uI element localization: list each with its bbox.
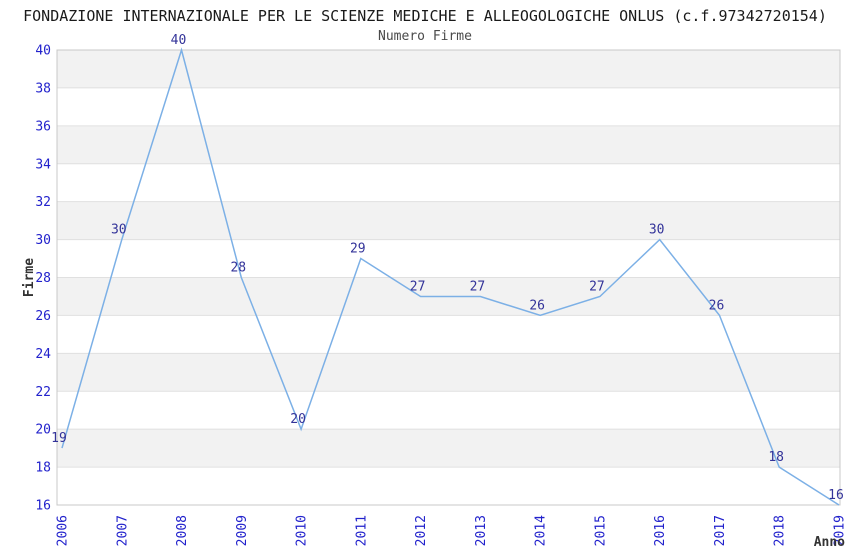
chart-subtitle: Numero Firme (378, 29, 472, 44)
data-labels: 19 30 40 28 20 29 27 27 26 27 30 26 18 16 (51, 33, 844, 503)
y-tick-label: 34 (35, 157, 51, 172)
data-label: 40 (171, 33, 187, 48)
x-tick-label: 2014 (534, 515, 549, 546)
x-tick-label: 2006 (56, 515, 71, 546)
plot-bands (57, 50, 840, 468)
plot-band (57, 353, 840, 392)
y-tick-label: 18 (35, 461, 51, 476)
data-label: 28 (230, 261, 246, 276)
x-tick-label: 2007 (115, 515, 130, 546)
data-label: 30 (649, 223, 665, 238)
data-label: 26 (529, 298, 545, 313)
y-tick-label: 24 (35, 347, 51, 362)
chart-title: FONDAZIONE INTERNAZIONALE PER LE SCIENZE… (23, 7, 827, 25)
data-label: 27 (410, 280, 426, 295)
x-tick-label: 2016 (653, 515, 668, 546)
y-tick-label: 30 (35, 233, 51, 248)
y-tick-label: 16 (35, 499, 51, 514)
plot-band (57, 125, 840, 164)
y-tick-label: 26 (35, 309, 51, 324)
x-axis-ticks: 2006 2007 2008 2009 2010 2011 2012 2013 2014 2015… (56, 515, 848, 546)
data-label: 26 (709, 298, 725, 313)
x-tick-label: 2010 (295, 515, 310, 546)
y-tick-label: 22 (35, 385, 51, 400)
data-label: 20 (290, 412, 306, 427)
plot-band (57, 201, 840, 240)
y-tick-label: 40 (35, 44, 51, 59)
x-tick-label: 2008 (175, 515, 190, 546)
x-tick-label: 2012 (414, 515, 429, 546)
x-axis-title: Anno (814, 535, 845, 550)
x-tick-label: 2013 (474, 515, 489, 546)
data-label: 18 (768, 450, 784, 465)
y-axis-ticks: 16 18 20 22 24 26 28 30 32 34 36 38 40 (35, 44, 51, 514)
data-label: 19 (51, 431, 67, 446)
plot-band (57, 50, 840, 88)
x-tick-label: 2019 (833, 515, 848, 546)
grid-lines (57, 87, 840, 468)
y-tick-label: 32 (35, 195, 51, 210)
y-tick-label: 28 (35, 271, 51, 286)
x-tick-label: 2011 (354, 515, 369, 546)
data-label: 27 (589, 280, 605, 295)
data-label: 27 (470, 280, 486, 295)
series-line (61, 47, 840, 506)
y-axis-title: Firme (22, 258, 37, 297)
data-label: 16 (828, 488, 844, 503)
x-tick-label: 2018 (773, 515, 788, 546)
plot-border (56, 49, 841, 506)
x-tick-label: 2009 (235, 515, 250, 546)
data-label: 30 (111, 223, 127, 238)
plot-band (57, 429, 840, 468)
data-label: 29 (350, 242, 366, 257)
y-tick-label: 38 (35, 81, 51, 96)
y-tick-label: 20 (35, 423, 51, 438)
x-tick-label: 2015 (593, 515, 608, 546)
x-tick-label: 2017 (713, 515, 728, 546)
y-tick-label: 36 (35, 119, 51, 134)
